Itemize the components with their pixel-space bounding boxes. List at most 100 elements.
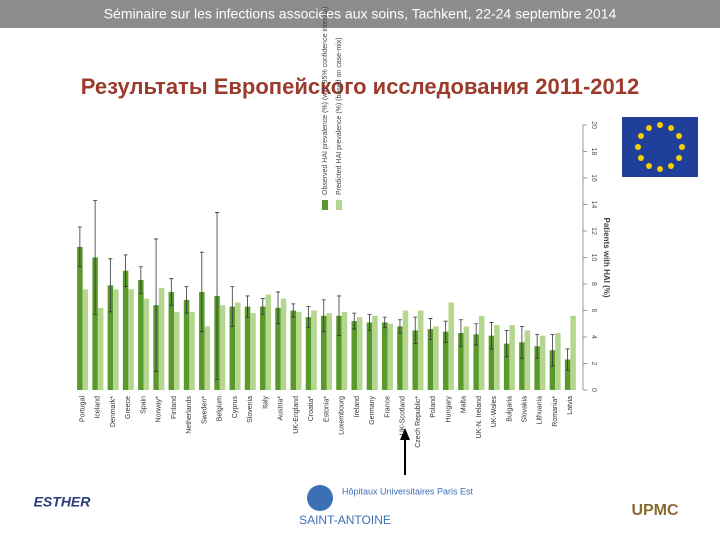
error-bar [336, 295, 341, 337]
x-tick-label: Estonia* [323, 396, 330, 422]
error-bar [230, 286, 235, 327]
bar [143, 298, 150, 390]
bar [509, 325, 515, 390]
bar [235, 302, 241, 390]
x-tick-label: UK-Wales [491, 396, 498, 428]
bar [305, 317, 312, 390]
bar [189, 311, 195, 390]
bar [168, 291, 175, 390]
error-bar [260, 298, 265, 315]
title: Результаты Европейского исследования 201… [81, 74, 639, 99]
bar [244, 306, 251, 390]
error-bar [474, 323, 479, 346]
x-tick-label: Netherlands [186, 396, 193, 434]
x-tick-label: Germany [369, 396, 376, 425]
bar [366, 322, 373, 390]
bar [174, 311, 180, 390]
star [637, 133, 644, 139]
y-tick-label: 4 [590, 335, 597, 339]
star [668, 163, 674, 170]
star [679, 144, 685, 150]
bar [427, 329, 434, 390]
x-tick-label: Austria* [278, 396, 285, 421]
bar [336, 315, 342, 390]
x-tick-label: Malta [461, 396, 468, 413]
bar [204, 326, 211, 390]
x-tick-label: UK-N. Ireland [476, 396, 483, 439]
error-bar [504, 329, 509, 358]
error-bar [519, 326, 524, 359]
bar [564, 359, 571, 390]
bar [311, 310, 317, 390]
bar [458, 333, 464, 390]
bar [494, 325, 500, 390]
x-tick-label: UK-England [293, 396, 300, 434]
x-tick-label: Sweden* [201, 396, 208, 424]
bar [387, 323, 393, 390]
bar [97, 307, 104, 390]
star [646, 163, 652, 170]
legend-label: Observed HAI prevalence (%) (with 95% co… [322, 7, 329, 195]
star [676, 133, 683, 139]
error-bar [367, 314, 372, 331]
bar [128, 289, 134, 390]
star [668, 124, 674, 131]
error-bar [565, 348, 570, 371]
bar [321, 315, 327, 390]
error-bar [489, 322, 494, 350]
bar [448, 302, 454, 390]
star [657, 122, 663, 128]
bar [442, 331, 449, 390]
x-tick-label: Slovenia [247, 396, 254, 423]
logo: ESTHER [34, 494, 92, 510]
error-bar [93, 200, 98, 315]
star [637, 155, 644, 161]
bar [519, 342, 525, 390]
bar [280, 298, 287, 390]
bar [107, 285, 114, 390]
bar [463, 326, 470, 390]
eu-flag [622, 117, 698, 177]
bar [503, 343, 510, 390]
x-tick-label: Czech Republic* [415, 396, 422, 448]
error-bar [397, 319, 402, 334]
bar [478, 315, 485, 390]
bar [260, 306, 266, 390]
bar [341, 311, 348, 390]
bar [534, 346, 540, 390]
header-bar [0, 0, 720, 28]
logo: SAINT-ANTOINE [299, 513, 391, 527]
legend-swatch [322, 200, 328, 210]
bar [290, 310, 297, 390]
logo: Hôpitaux Universitaires Paris Est [342, 486, 474, 496]
logo: UPMC [631, 502, 679, 519]
star [646, 124, 652, 131]
x-tick-label: Lithuania [537, 396, 544, 425]
bar [412, 330, 418, 390]
y-tick-label: 0 [590, 388, 597, 392]
star [676, 155, 683, 161]
header: Séminaire sur les infections associées a… [104, 6, 617, 22]
star [657, 166, 663, 172]
y-tick-label: 8 [590, 282, 597, 286]
y-tick-label: 20 [590, 121, 597, 129]
error-bar [443, 320, 448, 343]
y-tick-label: 2 [590, 362, 597, 366]
bar [199, 291, 205, 390]
error-bar [276, 291, 281, 325]
error-bar [535, 333, 540, 359]
bar [158, 287, 165, 390]
error-bar [215, 212, 220, 380]
logo-icon [307, 485, 333, 511]
x-tick-label: Hungary [445, 396, 452, 423]
bar [82, 289, 89, 390]
bar [417, 310, 424, 390]
x-tick-label: Belgium [217, 396, 224, 421]
x-tick-label: UK-Scotland [400, 396, 407, 435]
x-tick-label: Croatia* [308, 396, 315, 422]
bar [433, 326, 439, 390]
error-bar [428, 318, 433, 341]
x-tick-label: Latvia [567, 396, 574, 415]
x-tick-label: Luxembourg [339, 396, 346, 435]
